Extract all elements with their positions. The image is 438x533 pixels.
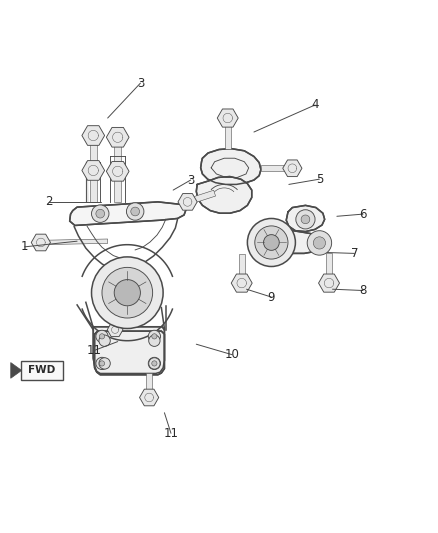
Circle shape bbox=[131, 207, 140, 216]
Circle shape bbox=[92, 205, 109, 222]
Polygon shape bbox=[90, 135, 97, 167]
Text: 6: 6 bbox=[359, 208, 367, 221]
Polygon shape bbox=[178, 193, 197, 210]
Polygon shape bbox=[86, 161, 88, 202]
Polygon shape bbox=[70, 202, 186, 225]
Text: 5: 5 bbox=[316, 173, 323, 185]
Text: 9: 9 bbox=[268, 290, 275, 304]
Polygon shape bbox=[41, 239, 108, 245]
Circle shape bbox=[127, 203, 144, 220]
Text: 3: 3 bbox=[137, 77, 144, 90]
Polygon shape bbox=[95, 331, 164, 375]
Circle shape bbox=[301, 215, 310, 224]
Circle shape bbox=[102, 268, 152, 318]
Polygon shape bbox=[106, 161, 129, 181]
Polygon shape bbox=[90, 171, 97, 202]
Polygon shape bbox=[217, 109, 238, 127]
Circle shape bbox=[99, 358, 110, 369]
Polygon shape bbox=[93, 327, 164, 374]
Circle shape bbox=[148, 330, 160, 343]
Polygon shape bbox=[279, 231, 327, 253]
Text: 7: 7 bbox=[350, 247, 358, 260]
Text: 3: 3 bbox=[187, 174, 194, 187]
Polygon shape bbox=[225, 118, 231, 149]
Polygon shape bbox=[140, 389, 159, 406]
Text: 8: 8 bbox=[360, 284, 367, 297]
Polygon shape bbox=[114, 138, 121, 168]
Text: 10: 10 bbox=[225, 348, 240, 361]
Polygon shape bbox=[187, 190, 215, 205]
Circle shape bbox=[148, 357, 160, 369]
Polygon shape bbox=[31, 234, 50, 251]
Polygon shape bbox=[107, 323, 123, 337]
Text: 11: 11 bbox=[163, 427, 178, 440]
Polygon shape bbox=[283, 160, 302, 176]
Polygon shape bbox=[146, 374, 152, 398]
Polygon shape bbox=[326, 253, 332, 283]
Polygon shape bbox=[11, 362, 21, 378]
Polygon shape bbox=[114, 171, 121, 202]
Text: FWD: FWD bbox=[28, 366, 55, 375]
Circle shape bbox=[307, 231, 332, 255]
Circle shape bbox=[264, 235, 279, 251]
Circle shape bbox=[92, 257, 163, 328]
Polygon shape bbox=[106, 127, 129, 147]
Circle shape bbox=[99, 335, 110, 346]
Polygon shape bbox=[239, 254, 245, 283]
Text: 1: 1 bbox=[21, 240, 28, 253]
Text: 4: 4 bbox=[311, 99, 319, 111]
Text: 11: 11 bbox=[87, 344, 102, 357]
Circle shape bbox=[247, 219, 295, 266]
Polygon shape bbox=[82, 160, 105, 180]
Polygon shape bbox=[231, 274, 252, 292]
Circle shape bbox=[99, 334, 105, 339]
Circle shape bbox=[96, 357, 108, 369]
Circle shape bbox=[149, 335, 160, 346]
Circle shape bbox=[152, 361, 157, 366]
Circle shape bbox=[255, 226, 288, 259]
Polygon shape bbox=[201, 149, 261, 184]
Circle shape bbox=[96, 209, 105, 218]
Circle shape bbox=[114, 280, 141, 306]
Text: 2: 2 bbox=[45, 196, 53, 208]
Polygon shape bbox=[113, 330, 117, 336]
Circle shape bbox=[313, 237, 325, 249]
Circle shape bbox=[96, 330, 108, 343]
Polygon shape bbox=[318, 274, 339, 292]
Circle shape bbox=[296, 210, 315, 229]
Polygon shape bbox=[196, 176, 252, 213]
Polygon shape bbox=[286, 205, 325, 231]
Circle shape bbox=[149, 358, 160, 369]
Polygon shape bbox=[261, 165, 292, 171]
Circle shape bbox=[152, 334, 157, 339]
Circle shape bbox=[99, 361, 105, 366]
Polygon shape bbox=[82, 126, 105, 146]
FancyBboxPatch shape bbox=[21, 361, 63, 380]
